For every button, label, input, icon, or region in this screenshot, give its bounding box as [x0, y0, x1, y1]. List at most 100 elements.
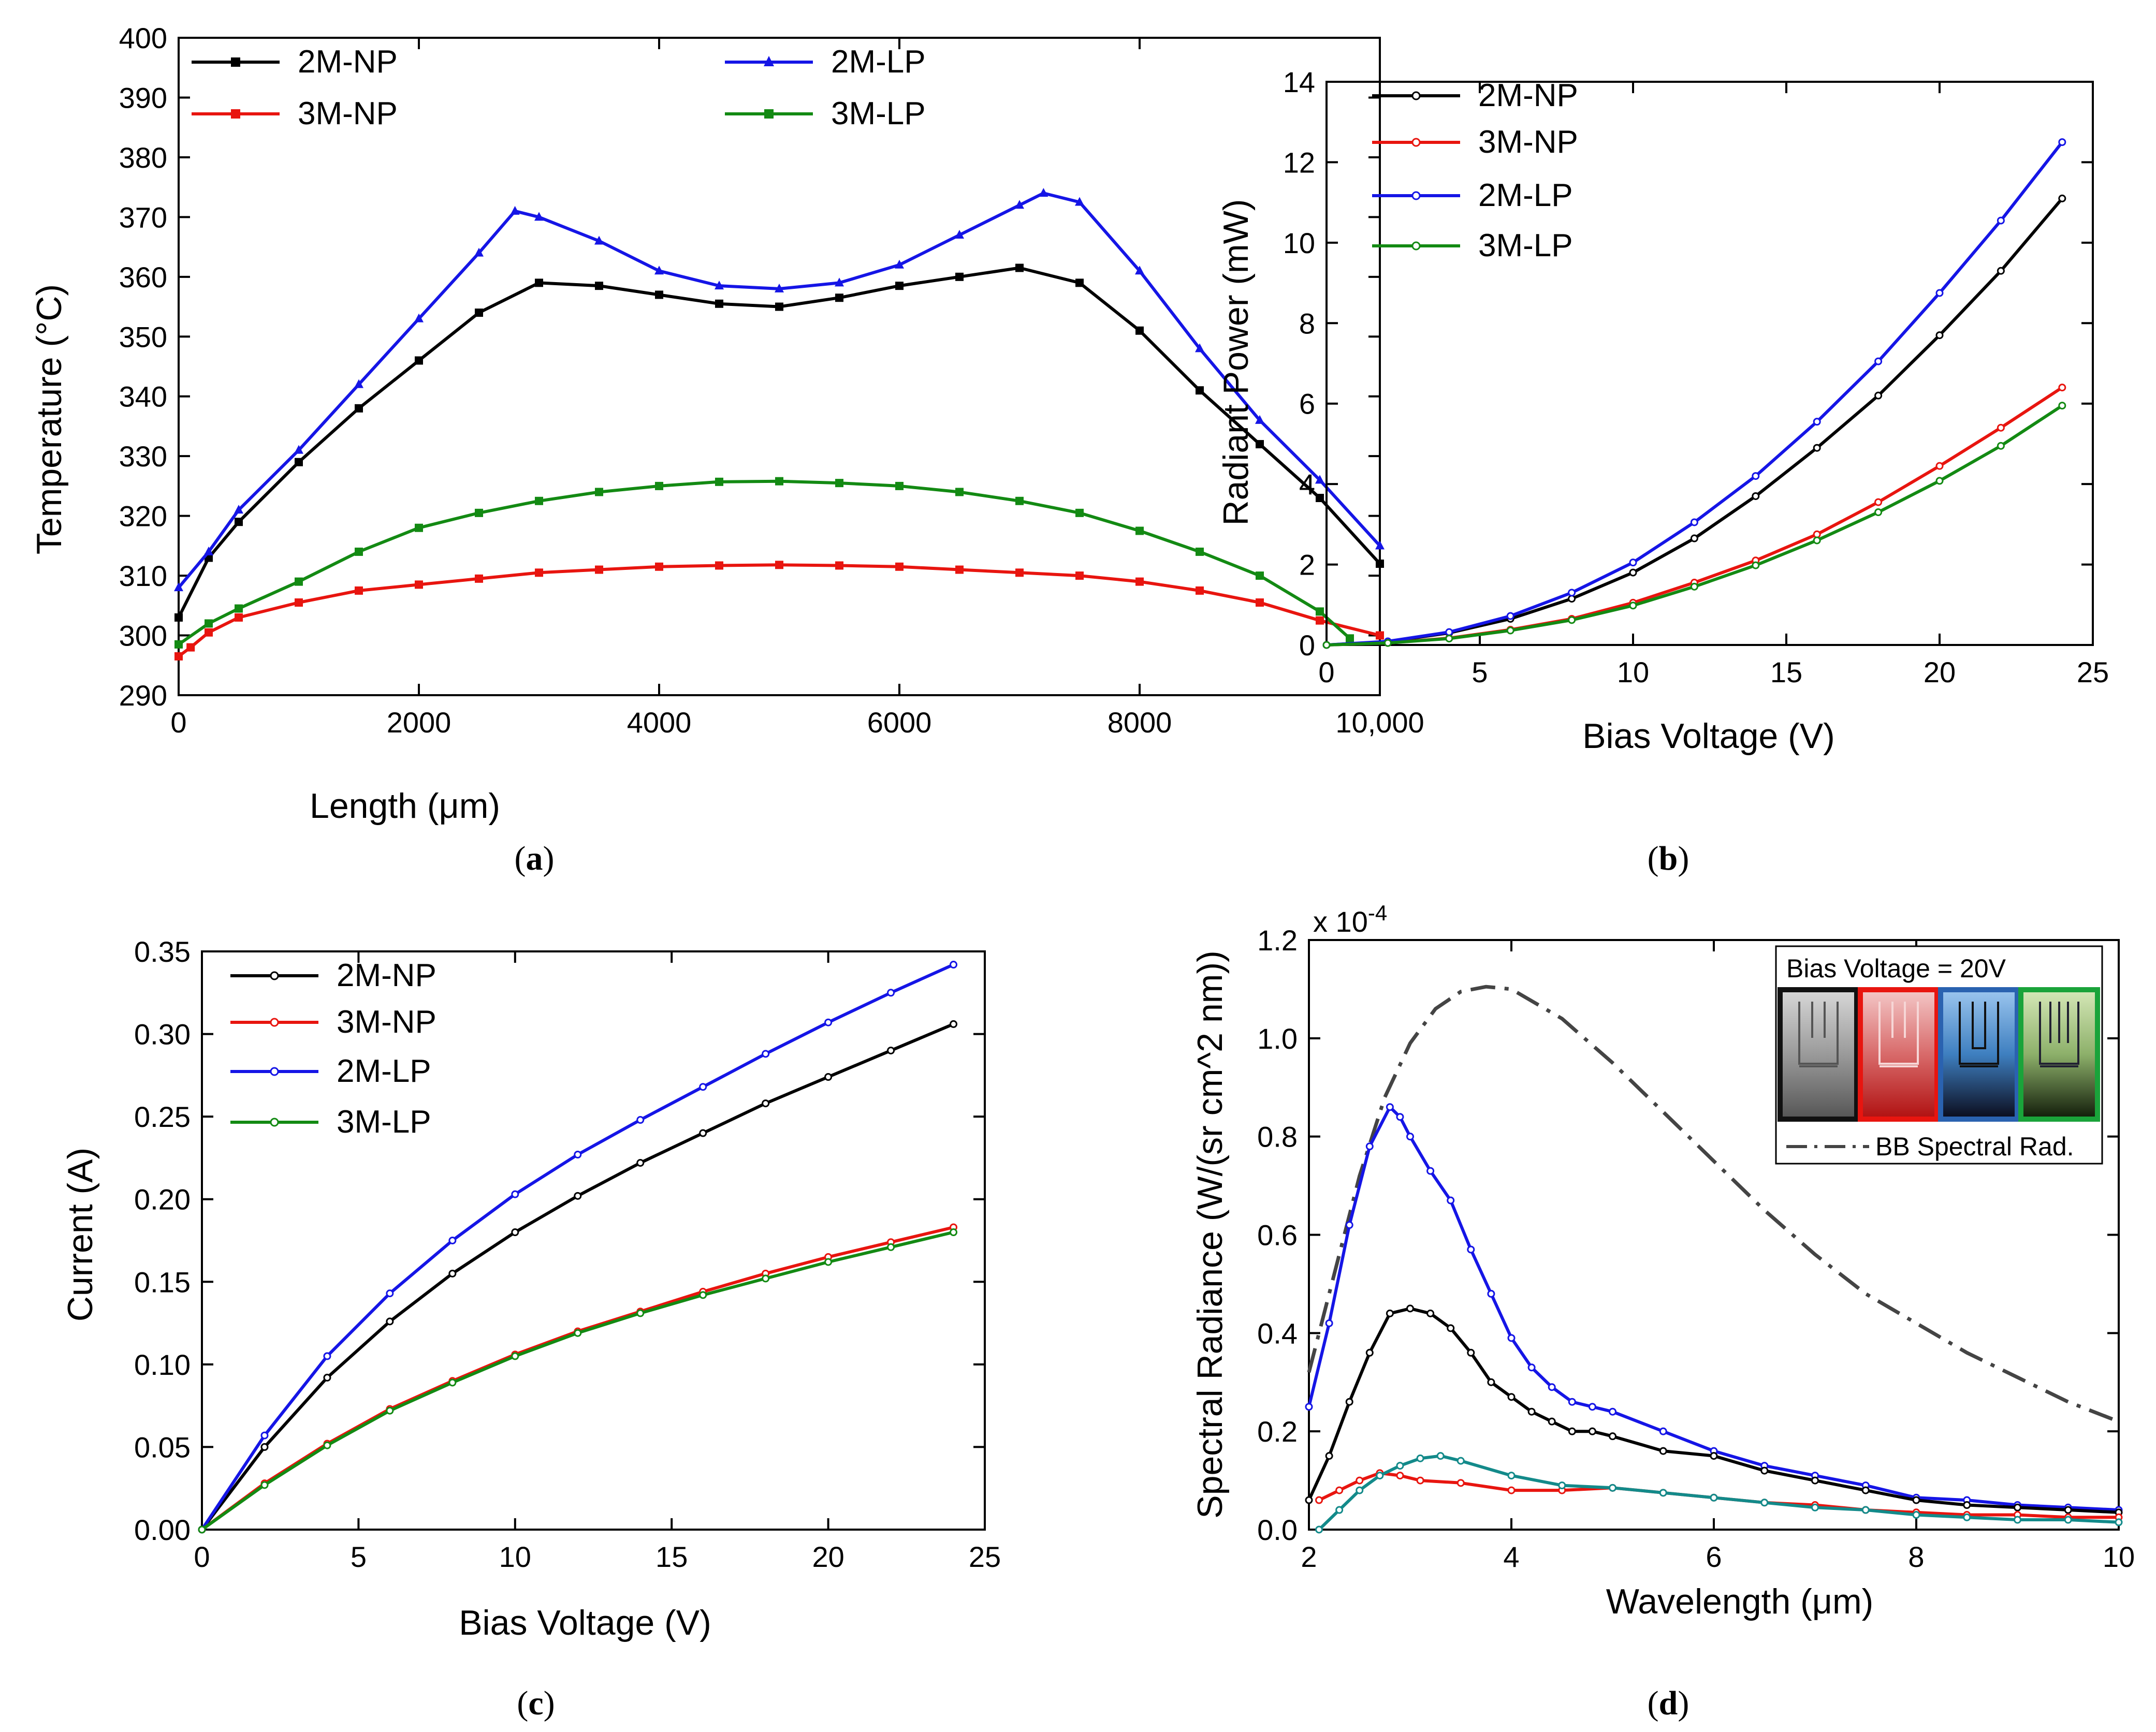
data-point-c-2M-LP — [448, 1237, 457, 1244]
data-point-a-3M-NP — [235, 613, 243, 622]
y-tick-label-a: 300 — [119, 620, 167, 652]
data-point-a-2M-LP — [895, 259, 904, 269]
data-point-b-3M-LP — [2058, 402, 2066, 410]
data-point-a-2M-LP — [1195, 343, 1204, 353]
y-tick-label-a: 320 — [119, 500, 167, 533]
x-tick-label-b: 0 — [1318, 656, 1334, 688]
data-point-c-3M-LP — [636, 1309, 645, 1317]
data-point-c-2M-LP — [260, 1431, 269, 1440]
y-tick-label-a: 380 — [119, 141, 167, 174]
legend-label-b-3M-LP: 3M-LP — [1478, 228, 1573, 263]
data-point-a-3M-LP — [955, 488, 964, 496]
data-point-c-2M-LP — [762, 1050, 770, 1058]
data-point-d-2M-LP — [1305, 1403, 1313, 1411]
data-point-a-3M-NP — [1256, 598, 1264, 607]
data-point-a-2M-NP — [895, 282, 904, 290]
data-point-c-3M-LP — [198, 1525, 206, 1534]
data-point-d-2M-NP — [2014, 1503, 2021, 1511]
data-point-d-3M-LP — [1416, 1454, 1424, 1462]
data-point-a-3M-LP — [355, 547, 363, 556]
data-point-c-2M-LP — [574, 1151, 582, 1159]
inset-images — [1778, 987, 2100, 1122]
y-tick-label-c: 0.30 — [134, 1018, 191, 1051]
x-tick-label-d: 4 — [1503, 1540, 1519, 1573]
x-tick-label-a: 8000 — [1108, 706, 1172, 739]
legend-marker-b — [1411, 91, 1421, 100]
legend-d-label: BB Spectral Rad. — [1875, 1132, 2074, 1161]
data-point-a-2M-NP — [1135, 326, 1144, 335]
data-point-d-2M-LP — [1609, 1407, 1616, 1416]
x-tick-label-c: 20 — [812, 1540, 844, 1573]
data-point-d-2M-LP — [1527, 1363, 1536, 1372]
series-line-a-3M-NP — [178, 563, 1380, 658]
x-tick-label-c: 10 — [499, 1540, 531, 1573]
data-point-a-2M-LP — [1075, 197, 1084, 206]
data-point-d-2M-LP — [1426, 1167, 1435, 1175]
data-point-a-2M-LP — [294, 445, 303, 454]
data-point-d-2M-NP — [1568, 1427, 1576, 1435]
y-tick-label-b: 12 — [1283, 146, 1315, 179]
legend-marker-c — [270, 1018, 279, 1027]
data-point-b-3M-NP — [2058, 384, 2066, 392]
data-point-a-2M-NP — [715, 299, 723, 308]
data-point-a-3M-LP — [655, 481, 663, 490]
y-tick-label-a: 310 — [119, 560, 167, 592]
y-tick-label-d: 1.0 — [1257, 1022, 1298, 1055]
y-tick-label-b: 4 — [1299, 468, 1315, 501]
data-point-b-2M-NP — [1997, 267, 2005, 275]
legend-marker-a — [764, 56, 774, 66]
data-point-a-3M-NP — [835, 561, 843, 570]
y-tick-label-a: 360 — [119, 261, 167, 293]
data-point-a-3M-NP — [1075, 571, 1084, 580]
data-point-d-3M-LP — [1507, 1472, 1516, 1480]
data-point-d-2M-LP — [1659, 1427, 1667, 1435]
data-point-a-2M-LP — [594, 236, 604, 245]
y-tick-label-a: 370 — [119, 201, 167, 233]
y-tick-label-c: 0.35 — [134, 935, 191, 968]
data-point-b-3M-LP — [1690, 582, 1698, 591]
data-point-c-2M-LP — [824, 1018, 833, 1026]
data-point-d-2M-LP — [1507, 1334, 1516, 1342]
panel-d: 2 4 6 8 10 0.0 0.2 0.4 0.6 0.8 1.0 1.2 — [1257, 924, 2135, 1573]
data-point-d-2M-LP — [1325, 1319, 1333, 1327]
data-point-a-3M-NP — [775, 561, 783, 569]
legend-label-c-3M-LP: 3M-LP — [337, 1104, 431, 1140]
data-point-b-3M-NP — [1997, 423, 2005, 432]
data-point-a-3M-NP — [205, 628, 213, 637]
data-point-d-3M-LP — [1558, 1481, 1566, 1490]
data-point-a-3M-LP — [775, 477, 783, 486]
x-tick-label-a: 10,000 — [1335, 706, 1424, 739]
y-tick-label-c: 0.00 — [134, 1514, 191, 1546]
data-point-c-2M-LP — [636, 1116, 645, 1124]
data-point-d-3M-LP — [1315, 1525, 1323, 1534]
data-point-a-2M-NP — [955, 272, 964, 281]
xlabel-d: Wavelength (μm) — [1606, 1582, 1874, 1621]
data-point-a-2M-NP — [475, 309, 483, 317]
data-point-a-3M-NP — [955, 565, 964, 574]
data-point-d-3M-LP — [1811, 1503, 1819, 1511]
data-point-a-2M-LP — [534, 212, 544, 221]
legend-label-b-3M-NP: 3M-NP — [1478, 124, 1578, 160]
series-line-d-BB Spectral Rad. — [1307, 985, 2120, 1423]
data-point-c-3M-LP — [887, 1243, 895, 1251]
data-point-a-2M-LP — [354, 379, 363, 388]
data-point-a-2M-LP — [234, 505, 243, 514]
data-point-a-3M-LP — [1346, 634, 1354, 643]
data-point-b-2M-LP — [1935, 289, 1944, 297]
data-point-a-2M-NP — [655, 290, 663, 299]
data-point-c-2M-NP — [386, 1317, 394, 1326]
data-point-a-3M-LP — [1256, 571, 1264, 580]
inset-heater-pattern-2 — [1878, 1002, 1919, 1067]
data-point-a-3M-LP — [595, 488, 603, 496]
xlabel-b: Bias Voltage (V) — [1582, 716, 1835, 756]
y-tick-label-c: 0.20 — [134, 1183, 191, 1216]
y-tick-label-a: 350 — [119, 320, 167, 353]
data-point-a-3M-LP — [205, 619, 213, 628]
data-point-a-3M-LP — [295, 577, 303, 586]
data-point-d-3M-LP — [2064, 1516, 2072, 1524]
data-point-d-3M-LP — [1335, 1506, 1344, 1514]
data-point-c-3M-LP — [762, 1274, 770, 1283]
data-point-b-2M-LP — [2058, 138, 2066, 146]
data-point-a-2M-NP — [775, 302, 783, 311]
data-point-b-2M-LP — [1874, 357, 1883, 365]
